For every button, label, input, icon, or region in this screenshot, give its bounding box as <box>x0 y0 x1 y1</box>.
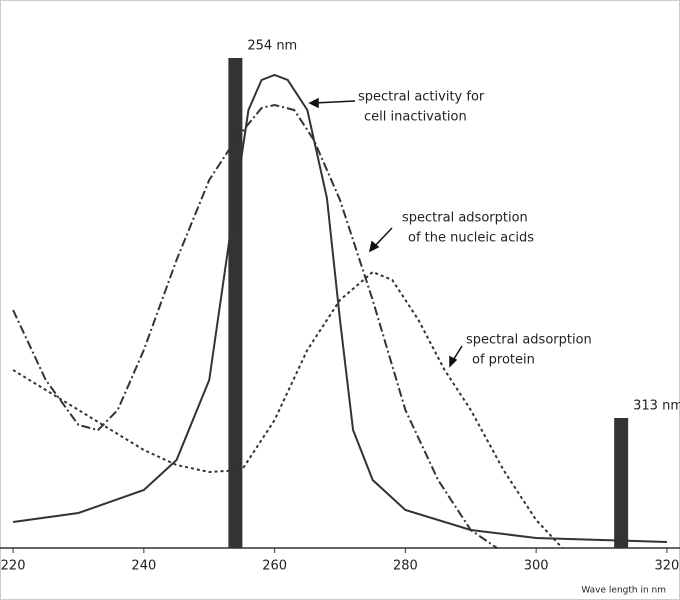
arrow-head <box>368 240 380 253</box>
series-label: of the nucleic acids <box>408 231 534 246</box>
arrow <box>313 100 356 104</box>
series-label: of protein <box>472 353 535 368</box>
x-tick-label: 260 <box>262 559 287 574</box>
series-label: spectral adsorption <box>466 333 592 348</box>
series-label: spectral adsorption <box>402 211 528 226</box>
x-tick-label: 300 <box>524 559 549 574</box>
arrow-head <box>449 355 458 368</box>
line <box>12 270 564 549</box>
line <box>12 73 667 543</box>
series-label: spectral activity for <box>358 90 485 105</box>
x-axis-label: Wave length in nm <box>581 586 666 596</box>
x-tick-label: 240 <box>131 559 156 574</box>
bar-label: 254 nm <box>247 39 297 54</box>
x-tick-label: 220 <box>1 559 26 574</box>
line <box>12 103 498 549</box>
series-label: cell inactivation <box>364 110 467 125</box>
bar-label: 313 nm <box>633 399 680 414</box>
arrow-head <box>308 97 319 109</box>
bar <box>614 418 629 548</box>
arrows <box>308 97 463 368</box>
bar <box>228 58 243 548</box>
x-tick-label: 320 <box>655 559 680 574</box>
x-tick-label: 280 <box>393 559 418 574</box>
